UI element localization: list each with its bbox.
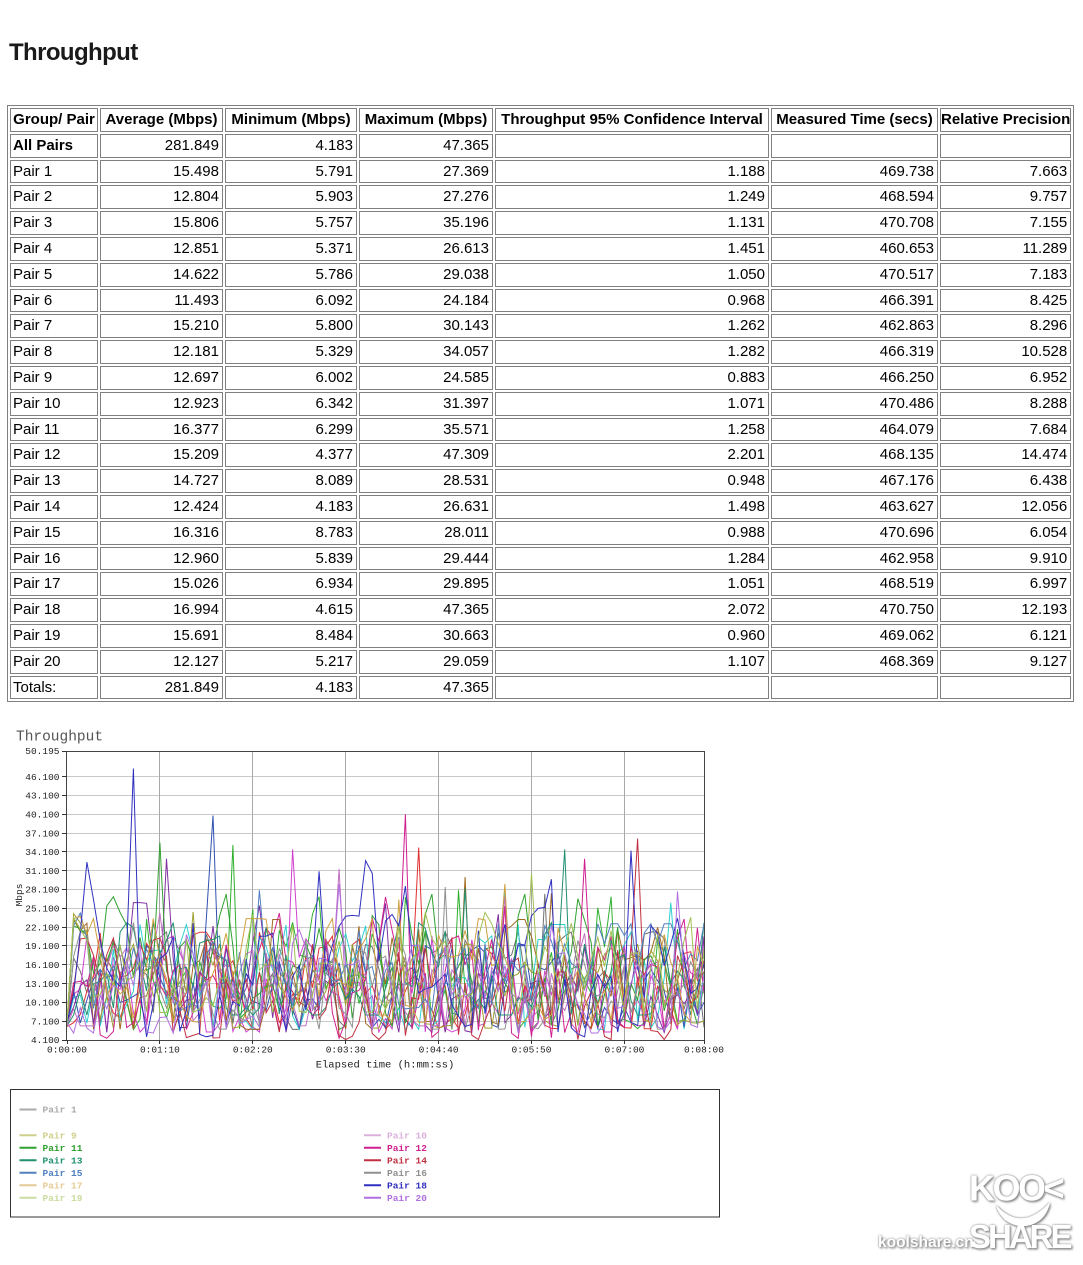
svg-text:28.100: 28.100 bbox=[25, 885, 60, 896]
svg-text:Pair 9: Pair 9 bbox=[43, 1131, 78, 1142]
svg-text:Pair 18: Pair 18 bbox=[387, 1181, 427, 1192]
svg-text:0:02:20: 0:02:20 bbox=[233, 1045, 273, 1056]
svg-text:Pair 10: Pair 10 bbox=[387, 1131, 427, 1142]
svg-text:13.100: 13.100 bbox=[25, 979, 60, 990]
svg-text:34.100: 34.100 bbox=[25, 847, 60, 858]
svg-text:50.195: 50.195 bbox=[25, 746, 60, 757]
svg-text:0:07:00: 0:07:00 bbox=[604, 1045, 644, 1056]
svg-text:KOO<: KOO< bbox=[970, 1169, 1065, 1210]
svg-text:Pair 15: Pair 15 bbox=[43, 1168, 83, 1179]
svg-text:25.100: 25.100 bbox=[25, 904, 60, 915]
svg-text:31.100: 31.100 bbox=[25, 866, 60, 877]
svg-text:7.100: 7.100 bbox=[31, 1016, 60, 1027]
svg-text:KOO<: KOO< bbox=[969, 1168, 1064, 1209]
svg-text:46.100: 46.100 bbox=[25, 772, 60, 783]
svg-text:Pair 20: Pair 20 bbox=[387, 1193, 427, 1204]
svg-text:37.100: 37.100 bbox=[25, 828, 60, 839]
svg-text:0:04:40: 0:04:40 bbox=[419, 1045, 459, 1056]
svg-text:22.100: 22.100 bbox=[25, 922, 60, 933]
svg-text:0:05:50: 0:05:50 bbox=[512, 1045, 552, 1056]
svg-text:Mbps: Mbps bbox=[14, 884, 25, 907]
svg-text:0:03:30: 0:03:30 bbox=[326, 1045, 366, 1056]
svg-text:Elapsed time (h:mm:ss): Elapsed time (h:mm:ss) bbox=[316, 1060, 455, 1072]
svg-text:40.100: 40.100 bbox=[25, 810, 60, 821]
svg-text:Pair 16: Pair 16 bbox=[387, 1168, 427, 1179]
svg-text:koolshare.cn: koolshare.cn bbox=[878, 1234, 974, 1251]
svg-text:Pair 14: Pair 14 bbox=[387, 1156, 427, 1167]
svg-text:koolshare.cn: koolshare.cn bbox=[878, 1234, 974, 1251]
svg-text:0:01:10: 0:01:10 bbox=[140, 1045, 180, 1056]
svg-text:Pair 19: Pair 19 bbox=[43, 1193, 83, 1204]
svg-text:19.100: 19.100 bbox=[25, 941, 60, 952]
svg-text:4.100: 4.100 bbox=[31, 1035, 60, 1046]
svg-text:10.100: 10.100 bbox=[25, 998, 60, 1009]
svg-text:Pair 12: Pair 12 bbox=[387, 1143, 427, 1154]
svg-text:Throughput: Throughput bbox=[16, 730, 103, 746]
svg-text:Pair 1: Pair 1 bbox=[43, 1105, 78, 1116]
svg-text:koolshare.cn: koolshare.cn bbox=[879, 1235, 975, 1252]
svg-text:0:08:00: 0:08:00 bbox=[684, 1045, 724, 1056]
svg-text:43.100: 43.100 bbox=[25, 791, 60, 802]
svg-text:KOO<: KOO< bbox=[969, 1168, 1064, 1209]
svg-text:0:00:00: 0:00:00 bbox=[47, 1045, 87, 1056]
svg-text:16.100: 16.100 bbox=[25, 960, 60, 971]
svg-text:Pair 17: Pair 17 bbox=[43, 1181, 83, 1192]
svg-text:Pair 13: Pair 13 bbox=[43, 1156, 83, 1167]
svg-text:Pair 11: Pair 11 bbox=[43, 1143, 83, 1154]
